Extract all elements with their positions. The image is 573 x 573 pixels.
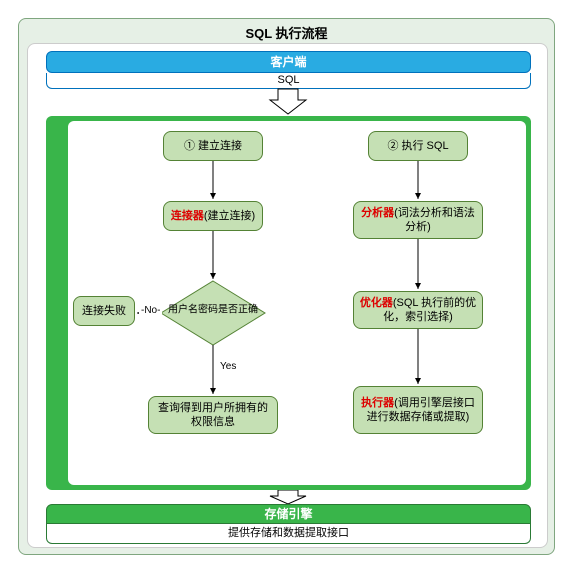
outer-frame: SQL 执行流程 客户端 SQL Server 层 ① 建立连接 连接器(建立连… xyxy=(18,18,555,555)
edge-yes: Yes xyxy=(218,361,238,372)
node-perm: 查询得到用户所拥有的权限信息 xyxy=(148,396,278,434)
connector-rest: (建立连接) xyxy=(204,210,255,222)
diagram-title: SQL 执行流程 xyxy=(19,19,554,46)
node-step2: ② 执行 SQL xyxy=(368,131,468,161)
node-analyzer: 分析器(词法分析和语法分析) xyxy=(353,201,483,239)
node-decision: 用户名密码是否正确 xyxy=(158,278,268,338)
executor-hl: 执行器 xyxy=(361,397,394,409)
node-optimizer: 优化器(SQL 执行前的优化，索引选择) xyxy=(353,291,483,329)
inner-frame: 客户端 SQL Server 层 ① 建立连接 连接器(建立连接) 连接失败 xyxy=(27,43,548,548)
server-inner: ① 建立连接 连接器(建立连接) 连接失败 用户名密码是否正确 查询得到用户所拥… xyxy=(68,121,526,485)
node-fail: 连接失败 xyxy=(73,296,135,326)
analyzer-rest: (词法分析和语法分析) xyxy=(394,207,475,233)
node-step1: ① 建立连接 xyxy=(163,131,263,161)
optimizer-hl: 优化器 xyxy=(360,297,393,309)
edge-no: -No- xyxy=(139,305,162,316)
decision-text: 用户名密码是否正确 xyxy=(163,301,263,316)
analyzer-hl: 分析器 xyxy=(361,207,394,219)
optimizer-rest: (SQL 执行前的优化，索引选择) xyxy=(383,297,476,323)
connector-hl: 连接器 xyxy=(171,210,204,222)
client-header: 客户端 xyxy=(46,51,531,73)
node-executor: 执行器(调用引擎层接口进行数据存储或提取) xyxy=(353,386,483,434)
storage-body: 提供存储和数据提取接口 xyxy=(46,524,531,544)
server-frame: Server 层 ① 建立连接 连接器(建立连接) 连接失败 用户名密码是否正确… xyxy=(46,116,531,490)
storage-header: 存储引擎 xyxy=(46,504,531,524)
node-connector: 连接器(建立连接) xyxy=(163,201,263,231)
client-body: SQL xyxy=(46,73,531,89)
